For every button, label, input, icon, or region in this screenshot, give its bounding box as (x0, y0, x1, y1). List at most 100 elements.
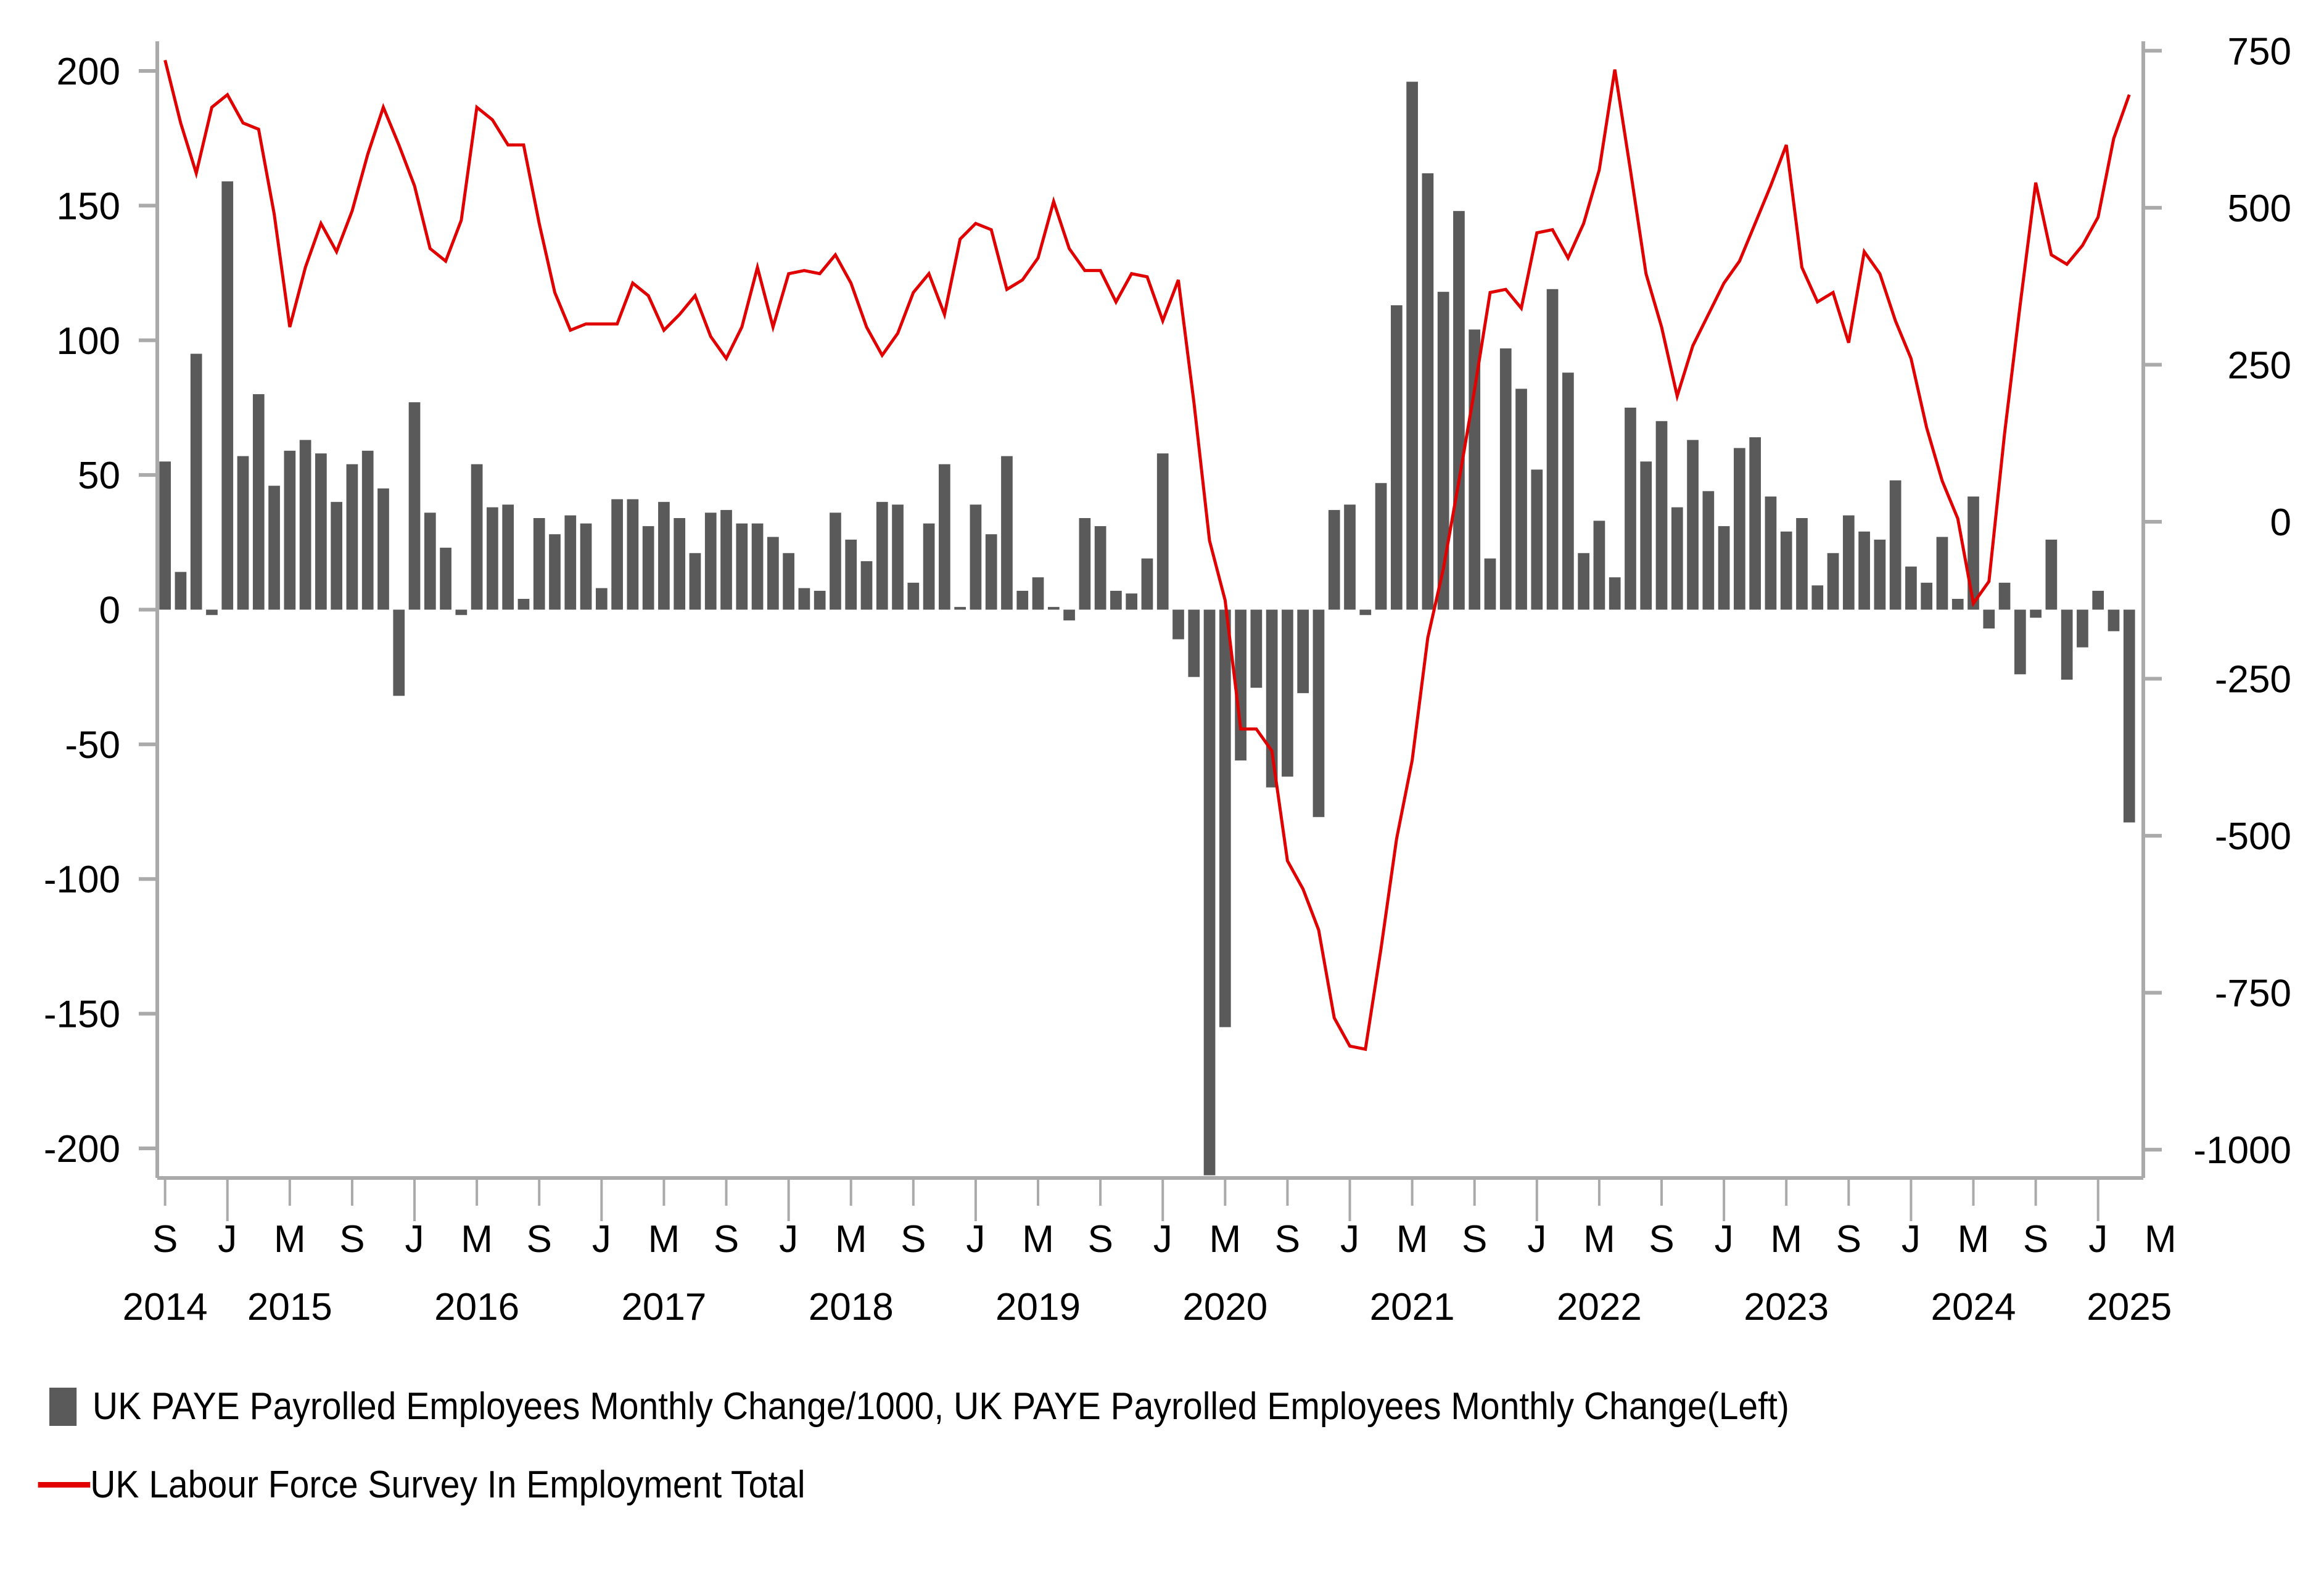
bar (1609, 577, 1621, 610)
bar (517, 599, 530, 610)
x-month-label: S (339, 1218, 365, 1261)
left-tick-label: -100 (44, 858, 120, 901)
bar (1640, 461, 1652, 610)
bar (1842, 515, 1855, 610)
x-month-label: S (900, 1218, 926, 1261)
bar (2045, 539, 2058, 610)
bar (2092, 590, 2104, 610)
left-tick-label: -50 (65, 724, 120, 767)
x-month-label: M (1583, 1218, 1615, 1261)
bar (1484, 558, 1496, 610)
left-tick-label: 200 (57, 51, 120, 93)
x-year-label: 2017 (621, 1286, 706, 1328)
bar (237, 456, 249, 610)
bar (751, 523, 764, 610)
bar (611, 499, 623, 610)
left-tick-label: -150 (44, 994, 120, 1036)
bar (1889, 480, 1902, 610)
x-month-label: S (152, 1218, 178, 1261)
x-year-label: 2024 (1931, 1286, 2016, 1328)
x-month-label: M (1209, 1218, 1241, 1261)
bar (1625, 407, 1636, 610)
bar (1032, 577, 1044, 610)
bar (985, 534, 997, 610)
bar (1266, 609, 1278, 788)
x-month-label: S (1087, 1218, 1113, 1261)
bar (1936, 537, 1948, 610)
bar (923, 523, 935, 610)
legend-item-labour-force-survey: UK Labour Force Survey In Employment Tot… (38, 1463, 806, 1507)
bar (1172, 609, 1184, 640)
bar (627, 499, 639, 610)
x-month-label: M (835, 1218, 867, 1261)
x-year-label: 2015 (247, 1286, 332, 1328)
right-tick-label: -750 (2215, 973, 2291, 1015)
bar (1156, 453, 1169, 610)
left-tick-label: 100 (57, 320, 120, 363)
x-month-label: J (405, 1218, 424, 1261)
left-tick-label: 50 (78, 455, 120, 497)
left-tick-label: -200 (44, 1128, 120, 1171)
x-month-label: J (1340, 1218, 1359, 1261)
bar (206, 609, 218, 616)
bar (1874, 539, 1886, 610)
x-month-label: S (1649, 1218, 1674, 1261)
bar (2030, 609, 2042, 618)
bar (1126, 593, 1138, 610)
bar (830, 513, 841, 610)
bar (1593, 521, 1605, 610)
right-tick-label: 500 (2228, 187, 2291, 230)
bar (1063, 609, 1075, 620)
bar (1734, 448, 1745, 610)
x-year-label: 2022 (1557, 1286, 1642, 1328)
bar (284, 450, 296, 610)
bar (471, 464, 483, 610)
bar (704, 513, 717, 610)
bar (455, 609, 468, 616)
bar (1203, 609, 1216, 1176)
bar (2123, 609, 2135, 823)
bar (1079, 518, 1091, 610)
bar (315, 453, 327, 610)
bar (1390, 305, 1403, 610)
x-month-label: M (274, 1218, 306, 1261)
bar (221, 181, 234, 610)
x-month-label: S (2023, 1218, 2048, 1261)
bar (814, 590, 826, 610)
x-month-label: J (1902, 1218, 1921, 1261)
bar (377, 488, 389, 610)
legend-label-payrolled-employees: UK PAYE Payrolled Employees Monthly Chan… (92, 1385, 1789, 1428)
legend-label-labour-force-survey: UK Labour Force Survey In Employment Tot… (90, 1464, 806, 1506)
x-month-label: S (1275, 1218, 1300, 1261)
right-tick-label: -250 (2215, 659, 2291, 701)
bar (1921, 582, 1933, 610)
bar (845, 539, 857, 610)
bar (1968, 496, 1979, 610)
bar (1001, 456, 1013, 610)
bar (658, 501, 670, 610)
x-year-label: 2016 (434, 1286, 519, 1328)
bar (1282, 609, 1293, 777)
bar (1687, 440, 1699, 610)
x-month-label: M (1770, 1218, 1802, 1261)
right-tick-label: 750 (2228, 30, 2291, 73)
x-month-label: M (1396, 1218, 1428, 1261)
bar (1437, 292, 1449, 610)
bar (190, 353, 202, 610)
x-month-label: M (1022, 1218, 1054, 1261)
bar (876, 501, 888, 610)
bar (642, 526, 654, 610)
right-tick-label: -500 (2215, 815, 2291, 858)
bar (1328, 509, 1340, 610)
bar (892, 504, 904, 610)
x-year-label: 2023 (1744, 1286, 1829, 1328)
bar (1235, 609, 1246, 761)
x-year-label: 2020 (1182, 1286, 1267, 1328)
x-month-label: M (648, 1218, 680, 1261)
legend-line-swatch-icon (38, 1482, 91, 1488)
left-tick-label: 0 (99, 590, 120, 632)
bar (1546, 289, 1559, 610)
x-month-label: S (714, 1218, 739, 1261)
bar (440, 548, 451, 610)
bar (424, 513, 436, 610)
